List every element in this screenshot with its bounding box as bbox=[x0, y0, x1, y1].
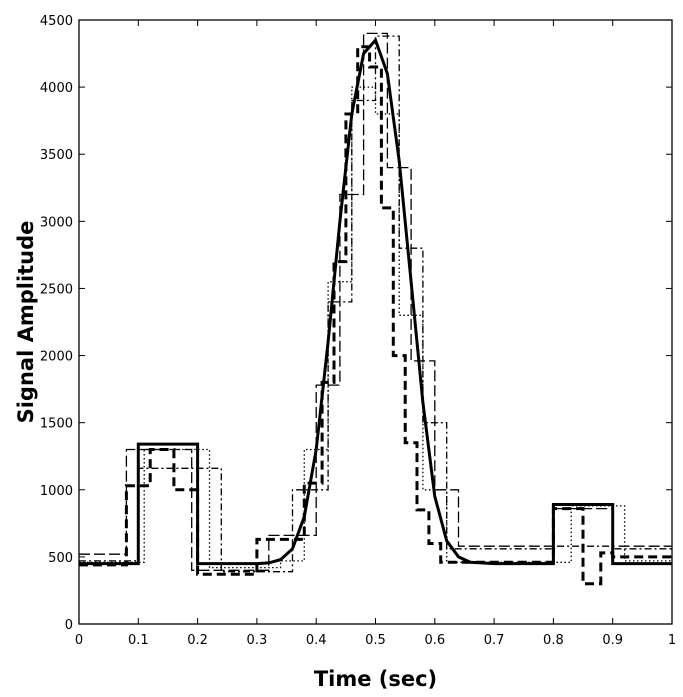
y-axis-title: Signal Amplitude bbox=[14, 221, 38, 424]
x-tick-label: 1 bbox=[668, 633, 676, 648]
y-tick-label: 0 bbox=[65, 618, 73, 633]
x-tick-label: 0.9 bbox=[602, 633, 623, 648]
series-layer bbox=[79, 32, 672, 586]
y-tick-label: 2000 bbox=[40, 350, 73, 365]
y-tick-label: 2500 bbox=[40, 282, 73, 297]
series-line-dash-dot bbox=[79, 35, 672, 573]
x-tick-label: 0.1 bbox=[128, 633, 149, 648]
y-tick-label: 1000 bbox=[40, 484, 73, 499]
x-tick-label: 0.4 bbox=[306, 633, 327, 648]
x-tick-label: 0 bbox=[75, 633, 83, 648]
x-axis-title: Time (sec) bbox=[314, 667, 437, 691]
x-tick-label: 0.8 bbox=[543, 633, 564, 648]
y-tick-label: 500 bbox=[48, 551, 73, 566]
series-line-solid-thick bbox=[79, 37, 672, 566]
series-line-dotted bbox=[79, 86, 672, 569]
x-tick-label: 0.2 bbox=[187, 633, 208, 648]
y-tick-label: 1500 bbox=[40, 417, 73, 432]
y-tick-label: 4000 bbox=[40, 81, 73, 96]
x-tick-label: 0.5 bbox=[365, 633, 386, 648]
y-tick-label: 3000 bbox=[40, 215, 73, 230]
tick-layer: 0 0.1 0.2 0.3 0.4 0.5 0.6 0.7 0.8 0.9 1 0 500 1000 150… bbox=[40, 14, 676, 648]
series-line-dashed-thin bbox=[79, 32, 672, 571]
x-tick-label: 0.7 bbox=[484, 633, 505, 648]
y-tick-label: 4500 bbox=[40, 14, 73, 29]
x-tick-label: 0.6 bbox=[424, 633, 445, 648]
y-tick-label: 3500 bbox=[40, 148, 73, 163]
x-tick-label: 0.3 bbox=[247, 633, 268, 648]
